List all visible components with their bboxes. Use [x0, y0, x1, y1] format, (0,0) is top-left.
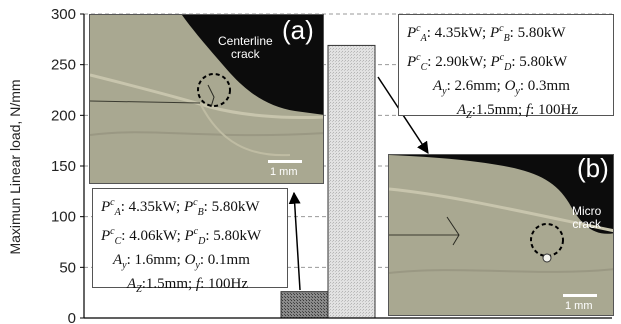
scale-text-b: 1 mm [565, 300, 593, 312]
param-a-f: 100Hz [208, 276, 249, 292]
micrograph-b: (b) Micro crack 1 mm [388, 154, 614, 316]
y-tick-label-100: 100 [51, 209, 76, 226]
arrow-to-panel-a [288, 191, 301, 291]
panel-a-label: (a) [282, 15, 314, 45]
micro-crack-line1: Micro [572, 204, 602, 218]
panel-b-label: (b) [577, 154, 609, 183]
param-b-pb: 5.80kW [517, 25, 566, 41]
params-b-line1: PcA: 4.35kW; PcB: 5.80kW [407, 23, 566, 44]
y-tick-label-250: 250 [51, 57, 76, 74]
y-tick-label-150: 150 [51, 158, 76, 175]
y-tick-label-300: 300 [51, 6, 76, 23]
micrograph-a-image [90, 15, 323, 183]
params-box-a: PcA: 4.35kW; PcB: 5.80kW PcC: 4.06kW; Pc… [92, 188, 288, 295]
param-a-az: 1.5mm [145, 276, 188, 292]
scale-bar-a [268, 160, 302, 163]
bar-b [327, 44, 376, 319]
params-b-line3: Ay: 2.6mm; Oy: 0.3mm [433, 78, 570, 97]
centerline-crack-line2: crack [231, 47, 260, 61]
y-tick-label-50: 50 [59, 259, 76, 276]
bars [280, 44, 376, 319]
centerline-crack-line1: Centerline [218, 34, 273, 48]
param-a-ay: 1.6mm [134, 252, 177, 268]
scale-bar-b [563, 294, 597, 297]
axes: 0 50 100 150 200 250 300 [51, 6, 612, 324]
params-b-line2: PcC: 2.90kW; PcD: 5.80kW [407, 52, 568, 73]
param-a-pd: 5.80kW [213, 228, 262, 244]
micro-crack-note: Micro crack [572, 205, 601, 231]
micrograph-b-image [389, 155, 613, 315]
param-b-pc: 2.90kW [435, 54, 483, 70]
param-b-pd: 5.80kW [519, 54, 568, 70]
centerline-crack-note: Centerline crack [218, 35, 273, 61]
y-axis-label: Maximun Linear load, N/mm [7, 79, 23, 254]
micrograph-a: (a) Centerline crack 1 mm [89, 14, 324, 184]
params-a-line1: PcA: 4.35kW; PcB: 5.80kW [101, 197, 260, 218]
scale-text-a: 1 mm [270, 166, 298, 178]
params-a-line3: Ay: 1.6mm; Oy: 0.1mm [113, 252, 250, 271]
y-tick-label-200: 200 [51, 107, 76, 124]
y-tick-label-0: 0 [68, 310, 76, 324]
params-box-b: PcA: 4.35kW; PcB: 5.80kW PcC: 2.90kW; Pc… [398, 14, 614, 121]
micro-crack-line2: crack [572, 217, 601, 231]
param-a-pb: 5.80kW [211, 199, 260, 215]
params-b-line4: AZ:1.5mm; f: 100Hz [457, 102, 579, 121]
bar-a [280, 291, 329, 319]
param-a-oy: 0.1mm [207, 252, 250, 268]
param-a-pa: 4.35kW [128, 199, 177, 215]
params-a-line4: AZ:1.5mm; f: 100Hz [127, 276, 249, 295]
param-b-ay: 2.6mm [454, 78, 497, 94]
param-b-f: 100Hz [538, 102, 579, 118]
param-b-az: 1.5mm [475, 102, 518, 118]
param-a-pc: 4.06kW [129, 228, 177, 244]
param-b-pa: 4.35kW [434, 25, 483, 41]
params-a-line2: PcC: 4.06kW; PcD: 5.80kW [101, 226, 262, 247]
param-b-oy: 0.3mm [527, 78, 570, 94]
